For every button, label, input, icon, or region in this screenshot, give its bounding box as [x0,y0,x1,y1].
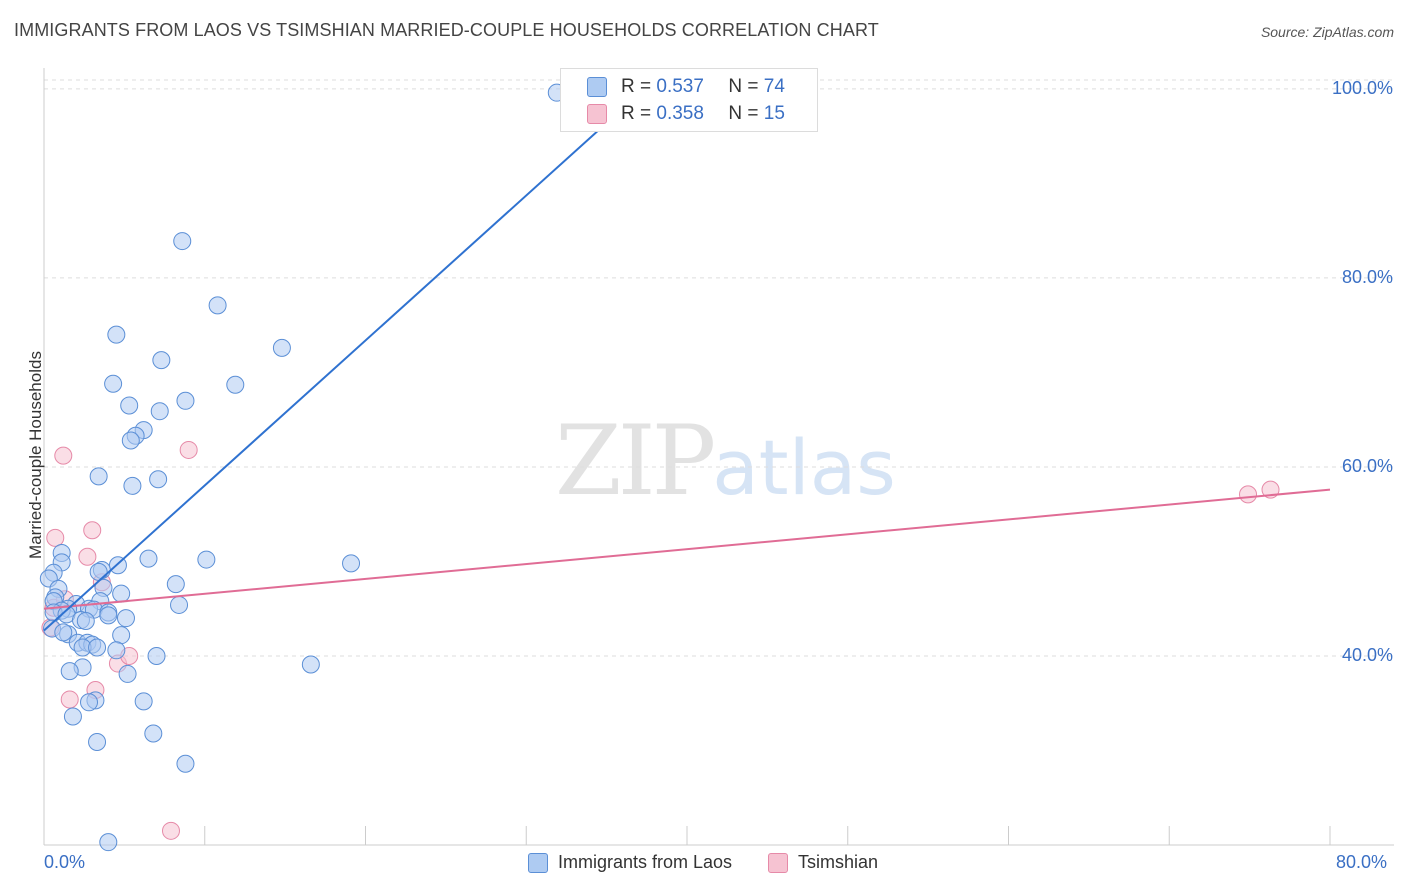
y-tick-label: 60.0% [1341,455,1393,476]
legend-n-label: N = [728,103,759,124]
laos-swatch [587,77,607,97]
laos-swatch [527,852,548,873]
laos-point [107,641,126,660]
legend-r-value: 0.358 [656,103,704,124]
laos-trend-line [43,78,656,632]
tsimshian-trend-line [43,488,1331,610]
laos-point [152,351,171,370]
x-tick-label-max: 80.0% [1336,852,1388,872]
laos-point [173,232,192,251]
x-tick-label-min: 0.0% [44,852,86,872]
laos-point [226,375,245,394]
legend-r-value: 0.537 [656,76,704,97]
laos-point [197,550,216,569]
tsimshian-point [179,440,198,459]
tsimshian-point [1239,485,1258,504]
tsimshian-swatch [768,852,789,873]
tsimshian-point [161,821,180,840]
laos-point [89,562,108,581]
y-tick-label: 40.0% [1341,644,1393,665]
laos-point [208,296,227,315]
laos-point [134,692,153,711]
y-axis-label: Married-couple Households [26,351,45,559]
legend-item-tsimshian[interactable]: Tsimshian [768,852,878,873]
laos-point [107,325,126,344]
laos-point [176,754,195,773]
legend-tsimshian-label: Tsimshian [798,852,879,872]
laos-point [176,391,195,410]
tsimshian-point [54,446,73,465]
trend-lines [43,78,1331,632]
tsimshian-point [60,690,79,709]
laos-point [89,467,108,486]
laos-point [272,338,291,357]
watermark-atlas: atlas [712,423,896,512]
laos-point [99,606,118,625]
y-tick-label: 100.0% [1331,77,1393,98]
laos-point [121,431,140,450]
laos-point [99,833,118,852]
grid-layer [44,79,1394,657]
source-credit: Source: ZipAtlas.com [1260,24,1394,40]
laos-point [63,707,82,726]
laos-point [76,612,95,631]
axis-layer [43,68,1394,846]
laos-point [120,396,139,415]
laos-point [139,549,158,568]
legend-n-label: N = [728,76,759,97]
laos-point [301,655,320,674]
y-tick-label: 80.0% [1341,266,1393,287]
tsimshian-points [41,440,1280,840]
laos-point [60,662,79,681]
tsimshian-point [83,521,102,540]
laos-point [112,626,131,645]
tsimshian-point [46,528,65,547]
laos-point [144,724,163,743]
laos-point [170,595,189,614]
legend-row-laos: R = 0.537 N = 74 [587,76,785,98]
laos-point [112,584,131,603]
series-legend: Immigrants from Laos Tsimshian [0,852,1406,873]
tsimshian-point [78,547,97,566]
legend-item-laos[interactable]: Immigrants from Laos [527,852,733,873]
laos-point [104,374,123,393]
laos-point [118,664,137,683]
chart-title: IMMIGRANTS FROM LAOS VS TSIMSHIAN MARRIE… [14,20,879,40]
laos-point [150,402,169,421]
laos-point [342,554,361,573]
legend-r-label: R = [621,103,652,124]
legend-row-tsimshian: R = 0.358 N = 15 [587,103,785,125]
legend-laos-label: Immigrants from Laos [557,852,733,872]
laos-point [149,470,168,489]
legend-n-value: 15 [763,103,785,124]
watermark-zip: ZIP [555,405,716,517]
laos-point [88,732,107,751]
laos-point [166,575,185,594]
stats-legend: R = 0.537 N = 74 R = 0.358 N = 15 [560,68,818,132]
tsimshian-swatch [587,104,607,124]
laos-point [116,609,135,628]
laos-point [88,638,107,657]
watermark: ZIPatlas [555,405,896,517]
laos-point [80,693,99,712]
laos-point [147,646,166,665]
laos-point [54,623,73,642]
laos-points [39,83,566,852]
legend-r-label: R = [621,76,652,97]
laos-point [123,476,142,495]
legend-n-value: 74 [763,76,785,97]
